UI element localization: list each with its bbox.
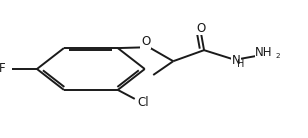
Text: NH: NH bbox=[255, 46, 273, 59]
Text: N: N bbox=[232, 54, 241, 67]
Text: H: H bbox=[237, 59, 244, 69]
Text: $_2$: $_2$ bbox=[275, 51, 281, 61]
Text: O: O bbox=[196, 22, 206, 35]
Text: O: O bbox=[141, 35, 150, 48]
Text: F: F bbox=[0, 63, 6, 75]
Text: Cl: Cl bbox=[138, 96, 149, 109]
